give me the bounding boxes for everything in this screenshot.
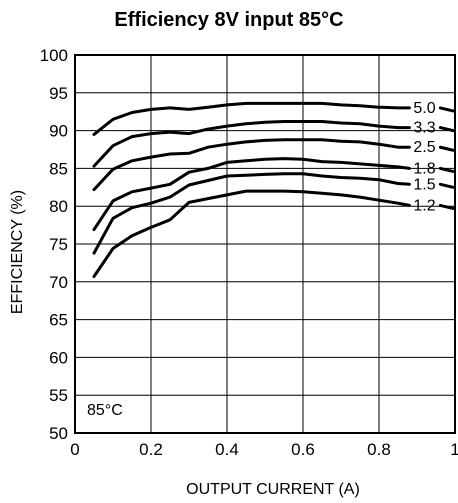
series-line-1.2 xyxy=(92,189,411,278)
series-line-1.5 xyxy=(92,172,411,255)
series-leader-1.5 xyxy=(438,182,455,189)
y-tick-label: 80 xyxy=(49,197,68,216)
y-tick-label: 50 xyxy=(49,424,68,443)
series-line-3.3 xyxy=(92,120,411,168)
y-tick-label: 75 xyxy=(49,235,68,254)
series-line-2.5 xyxy=(92,138,411,192)
series-leader-5.0 xyxy=(438,106,455,113)
series-leader-1.2 xyxy=(438,203,455,210)
x-tick-label: 0.4 xyxy=(215,440,239,459)
x-tick-label: 0.6 xyxy=(291,440,315,459)
x-tick-label: 0.8 xyxy=(367,440,391,459)
series-line-5.0 xyxy=(92,101,411,136)
y-axis-label: EFFICIENCY (%) xyxy=(9,190,26,314)
y-tick-label: 65 xyxy=(49,311,68,330)
x-axis-label: OUTPUT CURRENT (A) xyxy=(186,481,360,498)
chart-title: Efficiency 8V input 85°C xyxy=(114,9,343,31)
x-tick-label: 0 xyxy=(70,440,79,459)
series-lines xyxy=(92,101,411,278)
grid xyxy=(75,55,455,433)
y-tick-label: 100 xyxy=(40,46,68,65)
x-tick-label: 0.2 xyxy=(139,440,163,459)
series-label-5.0: 5.0 xyxy=(413,100,435,117)
series-label-2.5: 2.5 xyxy=(413,139,435,156)
series-leader-3.3 xyxy=(438,126,455,133)
series-label-3.3: 3.3 xyxy=(413,120,435,137)
series-label-1.2: 1.2 xyxy=(413,197,435,214)
series-label-1.5: 1.5 xyxy=(413,176,435,193)
y-tick-label: 90 xyxy=(49,122,68,141)
y-tick-label: 60 xyxy=(49,348,68,367)
y-tick-label: 95 xyxy=(49,84,68,103)
y-tick-label: 55 xyxy=(49,386,68,405)
series-line-1.8 xyxy=(92,157,411,232)
series-leader-1.8 xyxy=(438,166,455,173)
series-leader-2.5 xyxy=(438,145,455,152)
series-labels: 5.0 3.3 2.5 1.81.5 1.2 xyxy=(413,100,455,214)
plot-frame xyxy=(74,54,456,434)
temperature-annotation: 85°C xyxy=(87,402,123,419)
tick-labels: 0 0.2 0.4 0.6 0.8 1 50 55 60 65 70 75 80 85 90 95 100 xyxy=(40,46,458,459)
series-label-1.8: 1.8 xyxy=(413,160,435,177)
y-tick-label: 85 xyxy=(49,159,68,178)
y-tick-label: 70 xyxy=(49,273,68,292)
x-tick-label: 1 xyxy=(450,440,458,459)
